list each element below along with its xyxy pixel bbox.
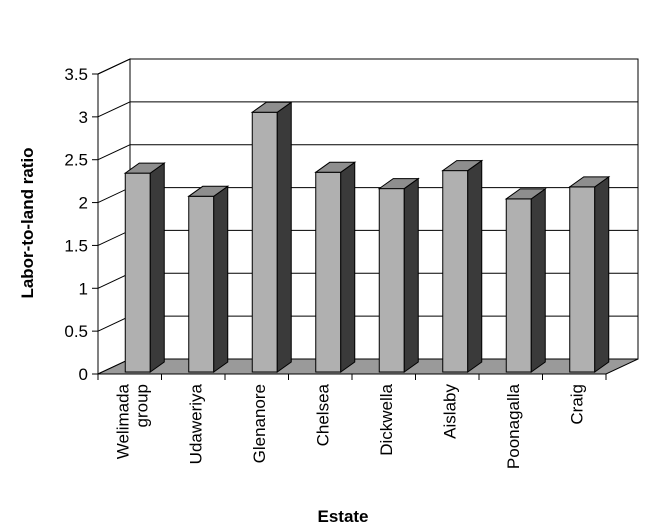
bar-front <box>505 198 532 373</box>
bar-front <box>251 111 278 373</box>
x-tick-label: Welimadagroup <box>113 383 151 459</box>
bar-front <box>378 188 405 373</box>
bar-side <box>276 101 292 373</box>
bar-side <box>467 159 483 373</box>
bar-top <box>441 160 484 172</box>
x-tick-label: Dickwella <box>377 383 396 455</box>
bar-side <box>403 177 419 373</box>
bar-front <box>124 172 151 373</box>
bar-side <box>149 162 165 373</box>
y-tick-label: 2.5 <box>64 151 88 170</box>
bar <box>568 175 611 373</box>
bar-top <box>377 178 420 190</box>
y-tick-label: 1 <box>79 279 88 298</box>
y-tick-label: 3.5 <box>64 65 88 84</box>
x-tick-label: Poonagalla <box>504 383 523 469</box>
bar-top <box>504 188 547 200</box>
y-tick-label: 3 <box>79 108 88 127</box>
x-tick-label: Craig <box>567 384 586 425</box>
y-axis-title: Labor-to-land ratio <box>18 147 37 298</box>
bar-top <box>568 176 611 188</box>
bar <box>123 162 166 373</box>
bar <box>314 161 357 373</box>
bar-top <box>123 162 166 174</box>
bars <box>123 101 611 373</box>
bar-side <box>594 175 610 373</box>
bar-front <box>315 171 342 373</box>
y-tick-label: 1.5 <box>64 236 88 255</box>
chart-walls <box>97 58 639 375</box>
bar <box>441 159 484 373</box>
y-tick-label: 2 <box>79 194 88 213</box>
y-tick-labels: 0 0.5 1 1.5 2 2.5 3 3.5 <box>64 65 88 384</box>
x-tick-label: Glenanore <box>250 384 269 463</box>
x-axis-title: Estate <box>317 507 368 526</box>
bar-top <box>187 185 230 197</box>
x-tick-labels: Welimadagroup Udaweriya Glenanore Chelsea Di… <box>97 374 607 469</box>
bar-side <box>340 161 356 373</box>
bar-side <box>213 185 229 373</box>
bar <box>250 101 293 373</box>
bar <box>377 177 420 373</box>
bar-top <box>314 161 357 173</box>
bar-front <box>442 170 469 373</box>
x-tick-label: Udaweriya <box>186 383 205 464</box>
gridline <box>97 58 638 75</box>
x-tick-label: Chelsea <box>313 383 332 446</box>
gridline <box>97 144 638 161</box>
y-tick-label: 0 <box>79 365 88 384</box>
bar-side <box>530 187 546 373</box>
bar <box>187 185 230 373</box>
bar-front <box>188 195 215 373</box>
bar-top <box>250 101 293 113</box>
gridline <box>97 101 638 118</box>
y-tick-label: 0.5 <box>64 322 88 341</box>
x-tick-label: Aislaby <box>440 384 459 439</box>
floor-plane <box>97 358 639 375</box>
bar <box>504 187 547 373</box>
bar-front <box>569 186 596 373</box>
